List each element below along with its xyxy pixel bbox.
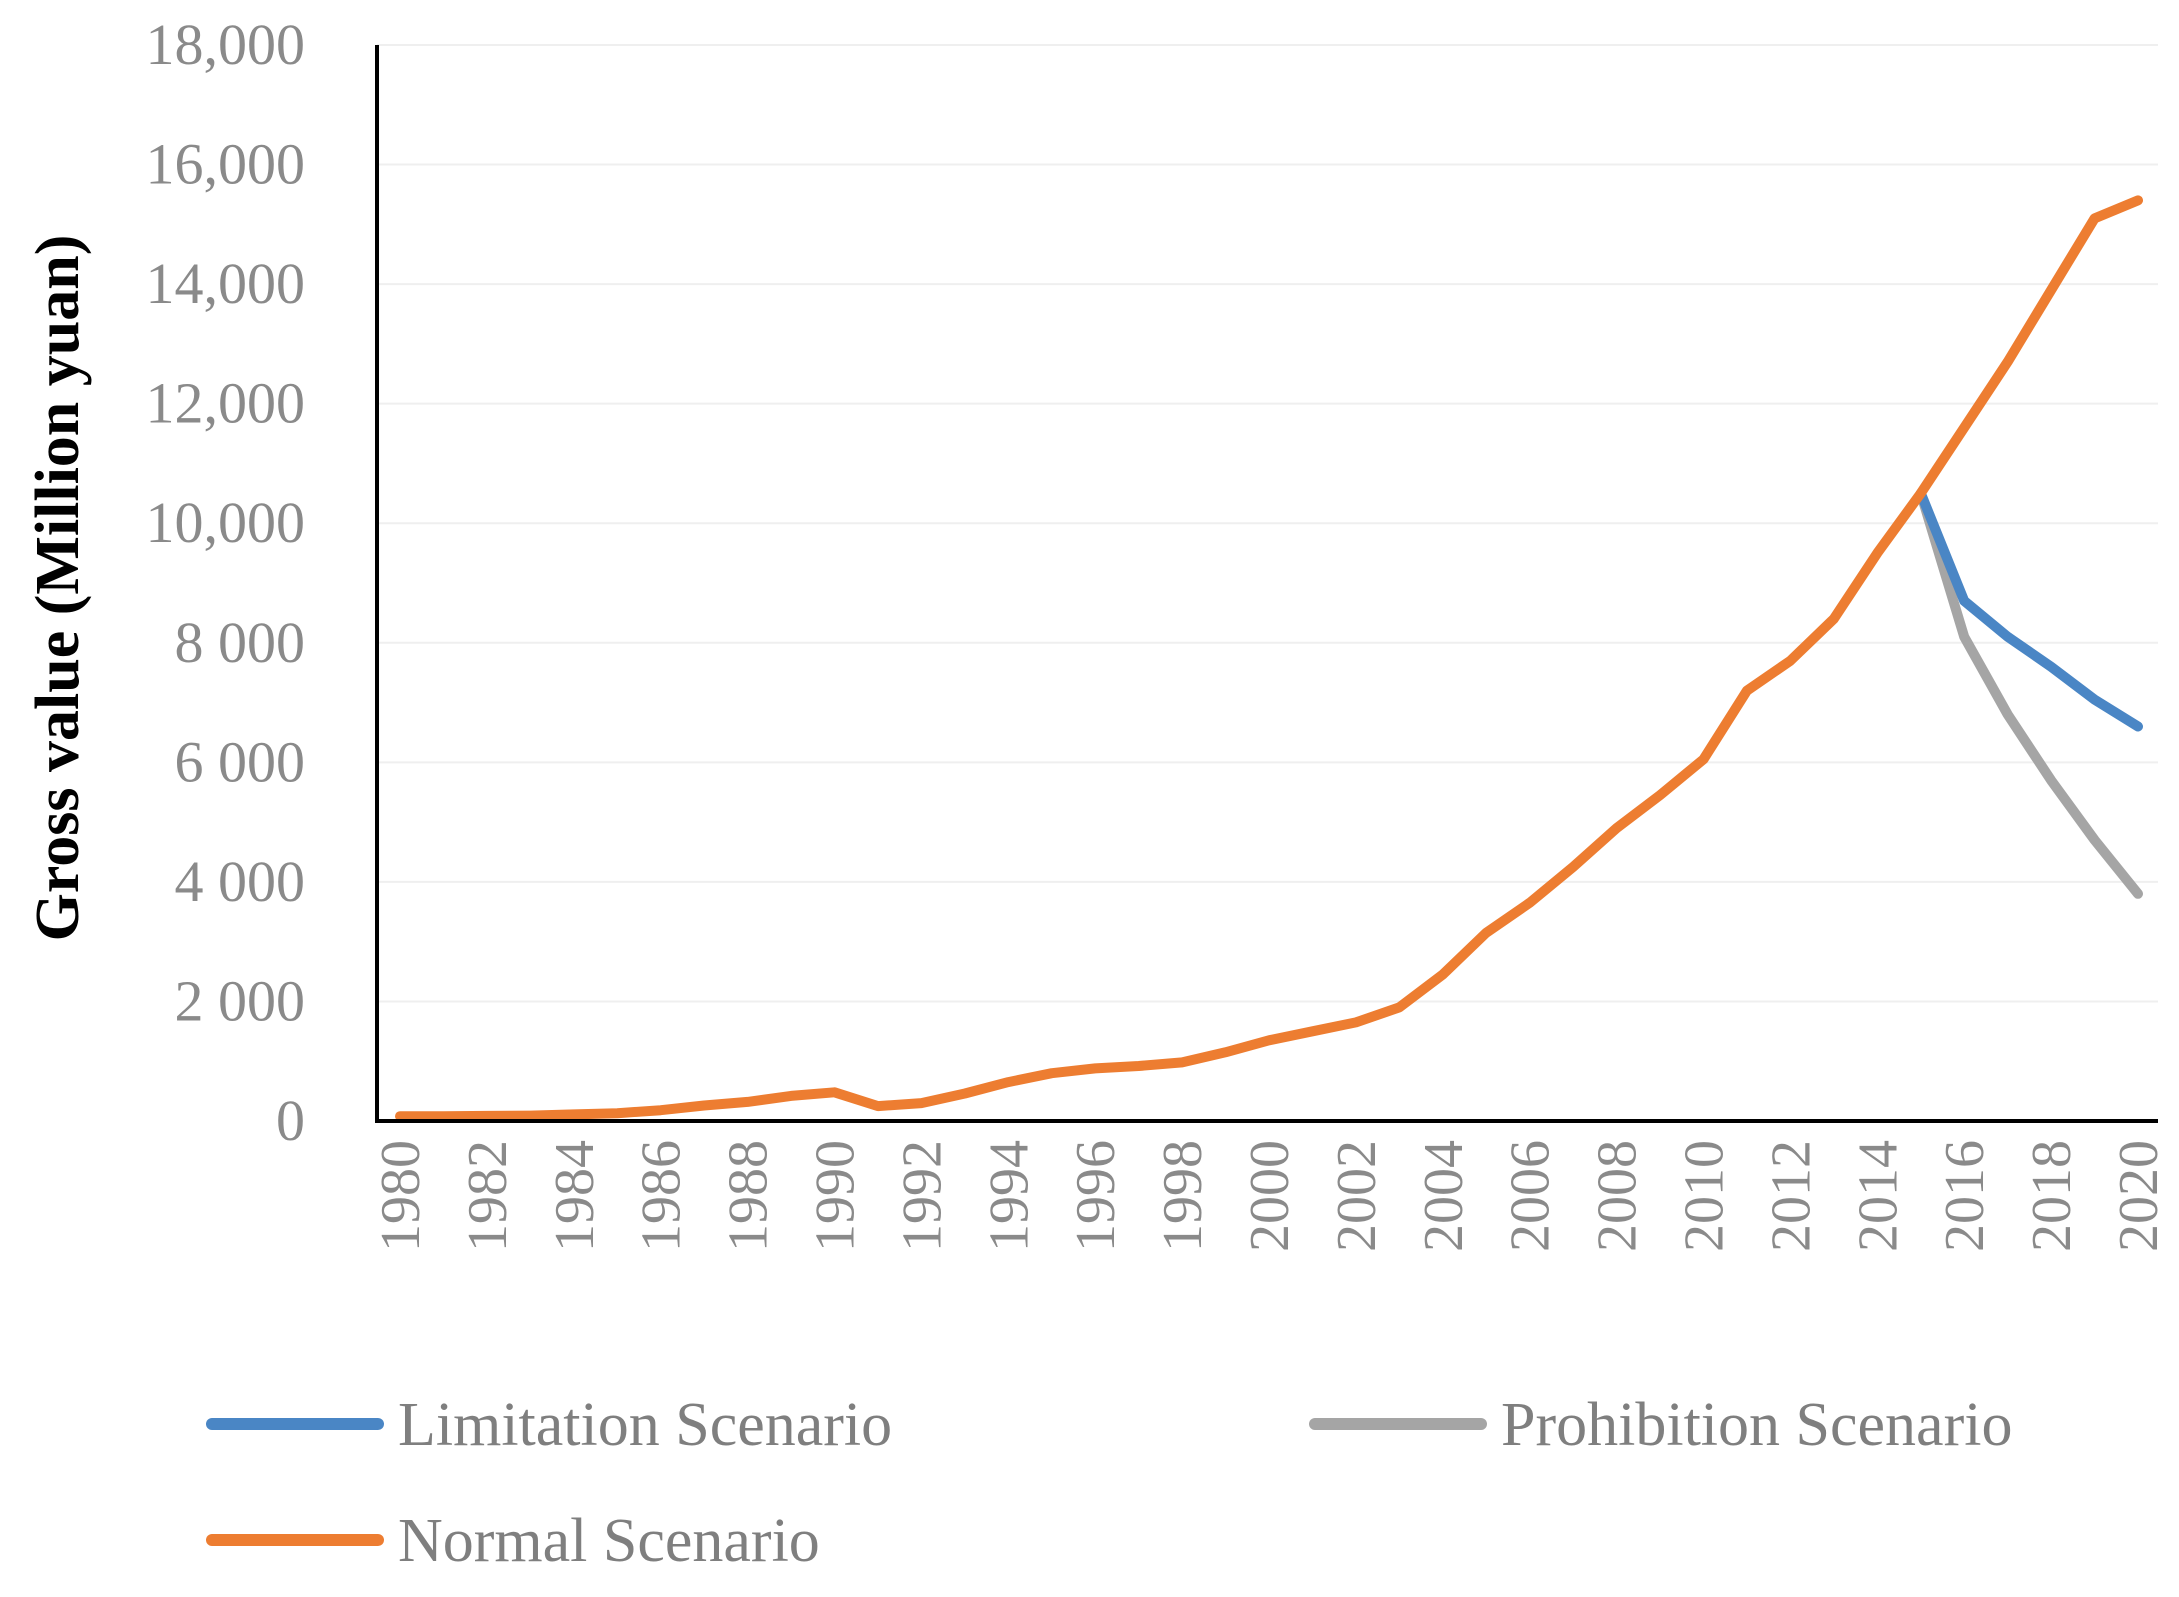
y-tick-label: 12,000	[146, 371, 306, 436]
legend-label-limitation: Limitation Scenario	[398, 1391, 892, 1459]
x-tick-label: 2000	[1239, 1140, 1301, 1252]
x-tick-label: 1990	[805, 1140, 867, 1252]
x-tick-label: 1988	[718, 1140, 780, 1252]
legend-item-prohibition: Prohibition Scenario	[1309, 1391, 2012, 1459]
x-tick-labels: 1980 1982 1984 1986 1988 1990 1992 1994 1996 1998…	[370, 1140, 2170, 1252]
y-tick-label: 6 000	[175, 729, 306, 794]
y-tick-label: 2 000	[175, 968, 306, 1033]
y-tick-label: 16,000	[146, 132, 306, 197]
legend-item-limitation: Limitation Scenario	[206, 1391, 892, 1459]
x-tick-label: 2004	[1413, 1140, 1475, 1252]
x-tick-label: 1986	[631, 1140, 693, 1252]
x-tick-label: 1996	[1065, 1140, 1127, 1252]
y-tick-label: 10,000	[146, 490, 306, 555]
x-tick-label: 2008	[1587, 1140, 1649, 1252]
legend-item-normal: Normal Scenario	[206, 1507, 820, 1575]
y-tick-label: 8 000	[175, 610, 306, 675]
legend-label-prohibition: Prohibition Scenario	[1501, 1391, 2012, 1459]
x-tick-label: 2002	[1326, 1140, 1388, 1252]
legend: Limitation Scenario Prohibition Scenario…	[206, 1391, 2012, 1575]
x-tick-label: 1992	[891, 1140, 953, 1252]
x-tick-label: 1980	[370, 1140, 432, 1252]
x-tick-label: 1984	[544, 1140, 606, 1252]
y-tick-label: 14,000	[146, 251, 306, 316]
y-tick-label: 4 000	[175, 849, 306, 914]
gridlines	[377, 44, 2158, 1003]
series-line-normal	[395, 195, 2143, 1122]
legend-label-normal: Normal Scenario	[398, 1507, 820, 1575]
x-tick-label: 1998	[1152, 1140, 1214, 1252]
x-tick-label: 2020	[2108, 1140, 2170, 1252]
series-line-limitation	[1915, 488, 2143, 732]
x-tick-label: 2016	[1934, 1140, 1996, 1252]
series-line-prohibition	[1915, 488, 2143, 899]
y-tick-label: 0	[276, 1088, 305, 1153]
y-tick-labels: 0 2 000 4 000 6 000 8 000 10,000 12,000 14,000 1…	[146, 12, 306, 1153]
x-tick-label: 2014	[1847, 1140, 1909, 1252]
y-tick-label: 18,000	[146, 12, 306, 77]
x-tick-label: 1994	[978, 1140, 1040, 1252]
x-tick-label: 2018	[2021, 1140, 2083, 1252]
y-axis-label: Gross value (Million yuan)	[24, 235, 92, 942]
x-tick-label: 2006	[1500, 1140, 1562, 1252]
x-tick-label: 2012	[1760, 1140, 1822, 1252]
series-lines	[395, 195, 2143, 1122]
x-tick-label: 2010	[1674, 1140, 1736, 1252]
x-tick-label: 1982	[457, 1140, 519, 1252]
